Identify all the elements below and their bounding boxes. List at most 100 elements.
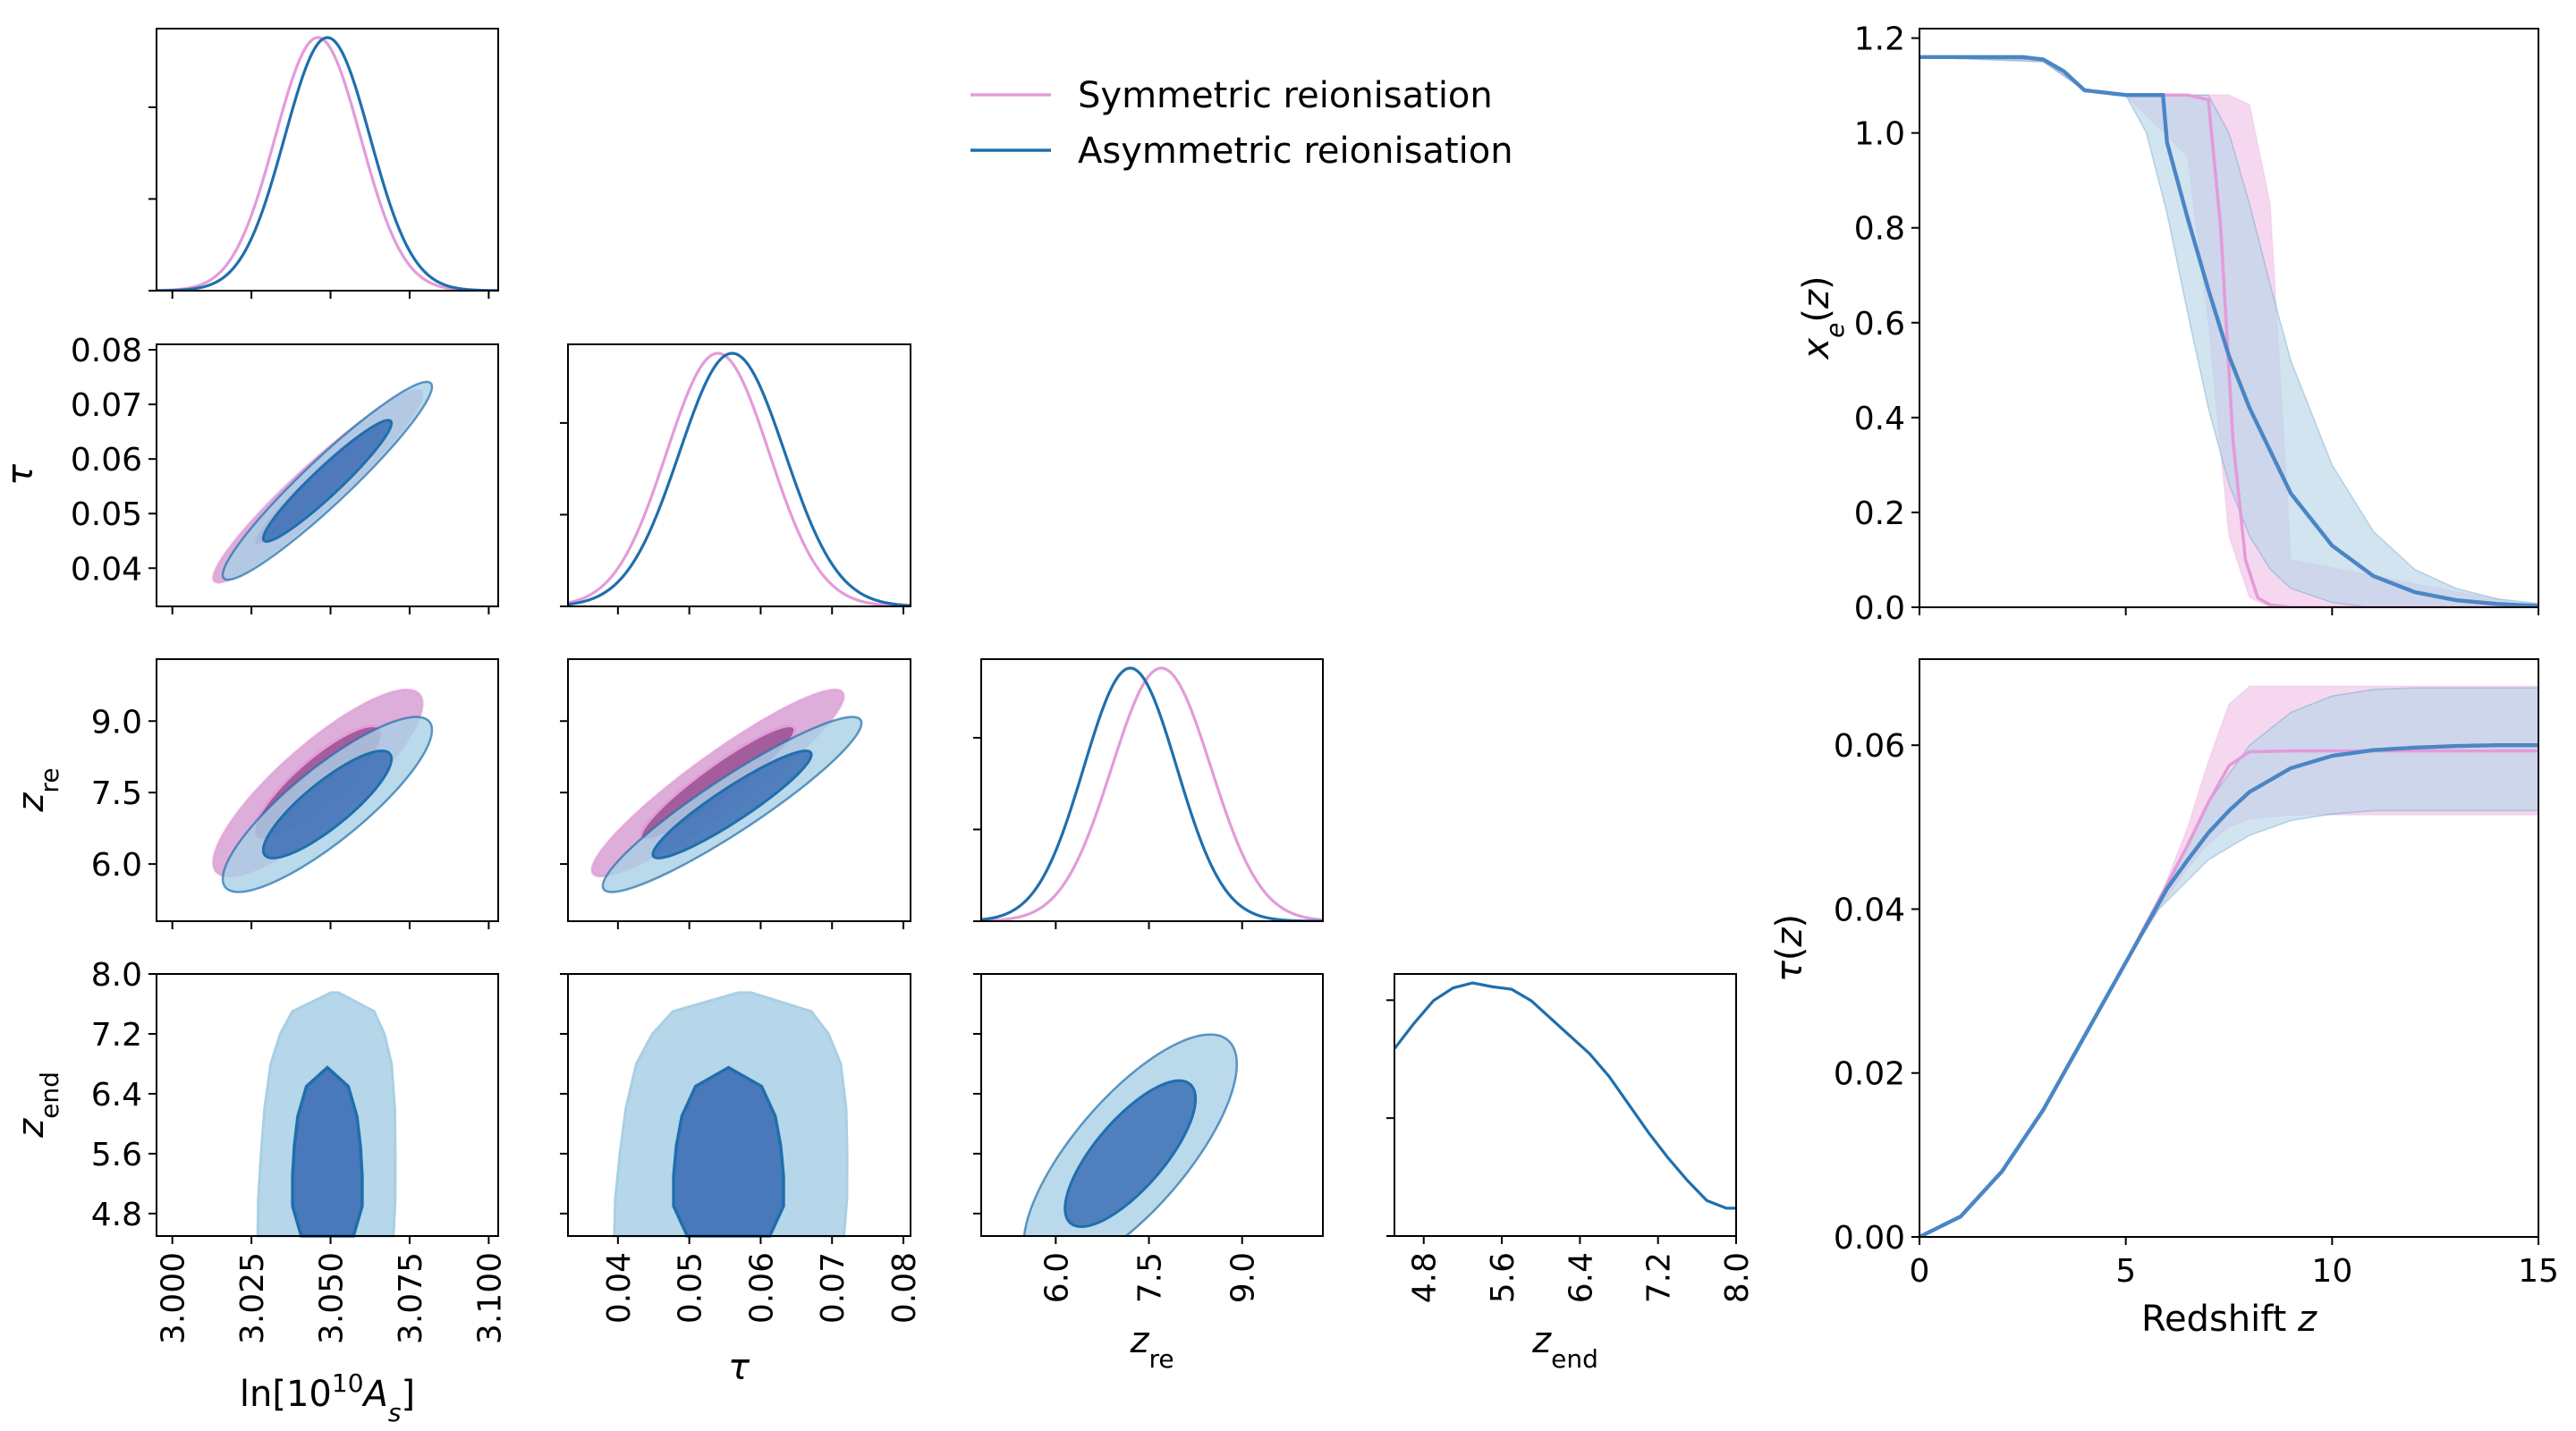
axes-frame-lnAs-lnAs [156,28,499,292]
label-part: z [1531,1320,1552,1361]
series-line-xe-asym [1919,55,2538,607]
y-tick-label-tau: 0.07 [71,387,142,424]
y-tick-label-tau: 0.02 [1834,1056,1905,1093]
x-tick-label-zre: 7.5 [1132,1252,1169,1303]
contour-68-tau-zre-asym [651,749,813,859]
label-part: ) [1796,275,1837,290]
label-part: A [361,1374,388,1415]
label-part: τ [0,463,41,486]
x-axis-label-zend: zend [1531,1320,1598,1374]
x-axis-label-tau: τ [728,1347,750,1388]
y-tick-label-zre: 6.0 [91,847,142,884]
y-tick-label-tau: 0.00 [1834,1220,1905,1257]
label-part: z [11,1118,52,1139]
density-curve-zre-asym [981,666,1323,921]
density-curve-lnAs-sym [157,36,498,291]
density-curve-zre-sym [981,666,1323,921]
axes-frame-lnAs-zend [156,973,499,1237]
y-tick-label-tau: 0.08 [71,333,142,369]
x-tick-label-zre: 6.0 [1038,1252,1075,1303]
axes-frame-zre-zre [980,658,1324,922]
y-tick-label-xe: 0.4 [1854,401,1905,437]
axes-frame-zend-zend [1394,973,1737,1237]
label-part: z [2297,1299,2318,1340]
y-axis-label-tau-z: τ(z) [1769,914,1810,982]
x-tick-label-zend: 5.6 [1485,1252,1521,1303]
x-tick-label-zend: 7.2 [1641,1252,1678,1303]
text-layer: 0.04 0.05 0.06 0.07 0.08 6.0 7.5 9.0 3.000 3.025 3… [0,21,2559,1427]
label-sub: re [35,767,64,792]
y-axis-label-tau: τ [0,463,41,486]
x-tick-label-tau: 10 [2311,1253,2352,1290]
axes-frame-tau [1919,658,2539,1238]
y-tick-label-tau: 0.06 [71,442,142,478]
axes-frame-tau-tau [567,343,911,607]
y-tick-label-xe: 0.2 [1854,495,1905,532]
axes-frame-layer [148,28,2539,1245]
label-sub: end [35,1071,64,1119]
x-tick-label-tau: 0.08 [886,1252,923,1324]
x-tick-label-lnAs: 3.100 [471,1252,508,1344]
label-part: ( [1796,309,1837,323]
y-tick-label-xe: 1.0 [1854,116,1905,153]
x-tick-label-tau: 0.04 [601,1252,638,1324]
y-tick-label-zre: 7.5 [91,775,142,812]
x-tick-label-zend: 8.0 [1719,1252,1756,1303]
x-tick-label-tau: 0 [1910,1253,1930,1290]
x-tick-label-zend: 6.4 [1563,1252,1599,1303]
label-part: τ [728,1347,750,1388]
x-axis-label-lnAs: ln[1010As] [240,1368,415,1427]
y-tick-label-tau: 0.04 [1834,892,1905,928]
density-curve-tau-sym [568,351,911,606]
x-tick-label-tau: 0.05 [673,1252,709,1324]
y-tick-label-zend: 7.2 [91,1017,142,1054]
label-part: z [1796,289,1837,309]
axes-frame-tau-zend [567,973,911,1237]
series-line-tau-asym [1919,743,2538,1237]
y-tick-label-tau: 0.06 [1834,728,1905,765]
axes-frame-zre-zend [980,973,1324,1237]
y-tick-label-zre: 9.0 [91,704,142,741]
y-tick-label-tau: 0.05 [71,496,142,533]
x-tick-label-tau: 15 [2518,1253,2559,1290]
y-tick-label-zend: 6.4 [91,1077,142,1113]
x-tick-label-lnAs: 3.075 [393,1252,429,1344]
contour-68-lnAs-zre-asym [261,749,394,859]
y-axis-label-zre: zre [11,767,64,812]
y-tick-label-zend: 5.6 [91,1137,142,1173]
label-part: ( [1769,946,1810,961]
contour-68-lnAs-zend-asym [291,1065,364,1238]
contour-68-zre-zend-asym [1063,1079,1198,1229]
x-tick-label-lnAs: 3.050 [314,1252,351,1344]
y-tick-label-xe: 0.8 [1854,211,1905,248]
y-tick-label-tau: 0.04 [71,551,142,588]
label-part: Redshift [2141,1299,2298,1340]
axes-frame-lnAs-tau [156,343,499,607]
label-part: ln[10 [240,1374,332,1415]
axes-frame-lnAs-zre [156,658,499,922]
legend-symmetric-label: Symmetric reionisation [1078,75,1493,116]
y-tick-label-zend: 4.8 [91,1197,142,1233]
label-sub: s [388,1398,402,1427]
label-sub: re [1148,1344,1174,1374]
y-tick-label-zend: 8.0 [91,957,142,994]
y-tick-label-xe: 0.6 [1854,306,1905,343]
legend: Symmetric reionisation Asymmetric reioni… [970,75,1513,172]
x-tick-label-lnAs: 3.025 [234,1252,271,1344]
density-curve-tau-asym [568,351,911,606]
contour-68-lnAs-tau-asym [261,419,394,543]
density-curve-lnAs-asym [157,36,498,291]
x-axis-label-zre: zre [1129,1320,1174,1374]
x-tick-label-zre: 9.0 [1225,1252,1262,1303]
label-sub: end [1551,1344,1598,1374]
x-tick-label-tau: 0.07 [815,1252,852,1324]
x-tick-label-lnAs: 3.000 [156,1252,192,1344]
label-part: τ [1769,960,1810,982]
label-sup: 10 [332,1368,364,1398]
y-tick-label-xe: 0.0 [1854,590,1905,627]
axes-frame-xe [1919,28,2539,608]
y-axis-label-xe: xe(z) [1796,275,1850,360]
label-part: x [1796,338,1837,361]
label-sub: e [1820,323,1850,338]
